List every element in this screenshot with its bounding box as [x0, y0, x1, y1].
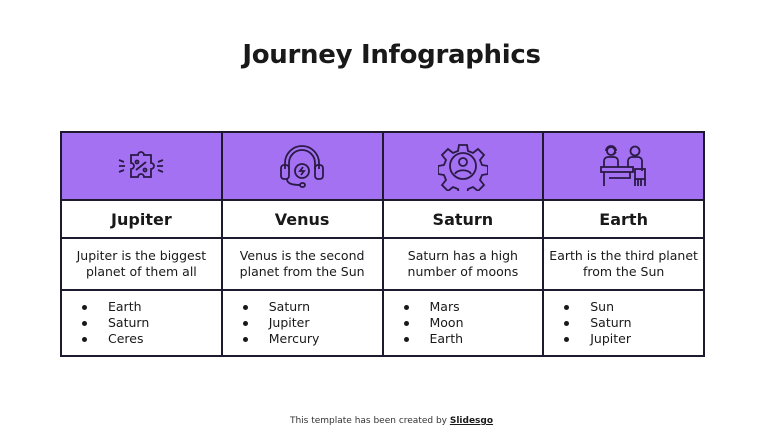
planet-description: Jupiter is the biggest planet of them al… [60, 237, 223, 291]
list-item: Moon [403, 315, 543, 331]
bullet-list: Earth Saturn Ceres [62, 299, 221, 347]
planet-name: Venus [220, 199, 384, 239]
list-item: Jupiter [242, 315, 382, 331]
bullet-list: Sun Saturn Jupiter [544, 299, 703, 347]
footer-text: This template has been created by [289, 416, 450, 426]
list-cell: Earth Saturn Ceres [60, 289, 223, 357]
planet-description: Earth is the third planet from the Sun [542, 237, 705, 291]
list-item: Earth [403, 331, 543, 347]
planet-description: Venus is the second planet from the Sun [220, 237, 384, 291]
headset-icon [280, 145, 325, 188]
list-item: Jupiter [564, 331, 703, 347]
list-item: Sun [564, 299, 703, 315]
planet-description: Saturn has a high number of moons [381, 237, 545, 291]
list-item: Earth [82, 299, 221, 315]
planet-name: Saturn [381, 199, 545, 239]
list-item: Saturn [82, 315, 221, 331]
icon-cell [542, 131, 705, 201]
list-cell: Mars Moon Earth [381, 289, 545, 357]
list-cell: Sun Saturn Jupiter [542, 289, 705, 357]
office-desk-icon [599, 145, 646, 186]
list-cell: Saturn Jupiter Mercury [220, 289, 384, 357]
planet-name: Earth [542, 199, 705, 239]
icon-cell [60, 131, 223, 201]
icon-cell [381, 131, 545, 201]
puzzle-percent-icon [119, 151, 164, 178]
list-item: Saturn [242, 299, 382, 315]
list-item: Mercury [242, 331, 382, 347]
page-title: Journey Infographics [242, 40, 541, 70]
icon-cell [220, 131, 384, 201]
bullet-list: Saturn Jupiter Mercury [223, 299, 382, 347]
list-item: Ceres [82, 331, 221, 347]
list-item: Saturn [564, 315, 703, 331]
planet-name: Jupiter [60, 199, 223, 239]
slidesgo-link[interactable]: Slidesgo [449, 416, 494, 426]
list-item: Mars [403, 299, 543, 315]
bullet-list: Mars Moon Earth [384, 299, 543, 347]
infographic-table: Jupiter Venus Saturn Earth Jupiter is th… [60, 131, 705, 357]
gear-user-icon [437, 144, 488, 191]
footer-credit: This template has been created by Slides… [0, 416, 783, 426]
